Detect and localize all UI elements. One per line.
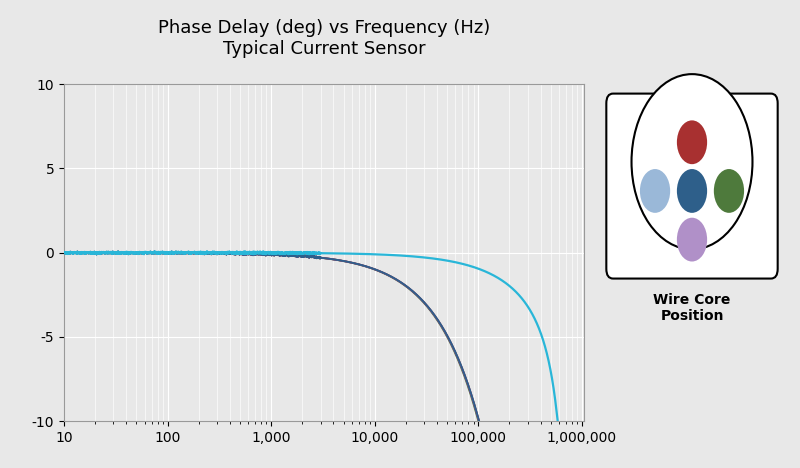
FancyBboxPatch shape xyxy=(606,94,778,278)
Circle shape xyxy=(677,218,707,262)
Text: Wire Core
Position: Wire Core Position xyxy=(654,292,730,323)
Circle shape xyxy=(714,169,744,213)
Circle shape xyxy=(640,169,670,213)
Circle shape xyxy=(631,74,753,249)
Text: Phase Delay (deg) vs Frequency (Hz)
Typical Current Sensor: Phase Delay (deg) vs Frequency (Hz) Typi… xyxy=(158,19,490,58)
Circle shape xyxy=(677,120,707,164)
Circle shape xyxy=(677,169,707,213)
